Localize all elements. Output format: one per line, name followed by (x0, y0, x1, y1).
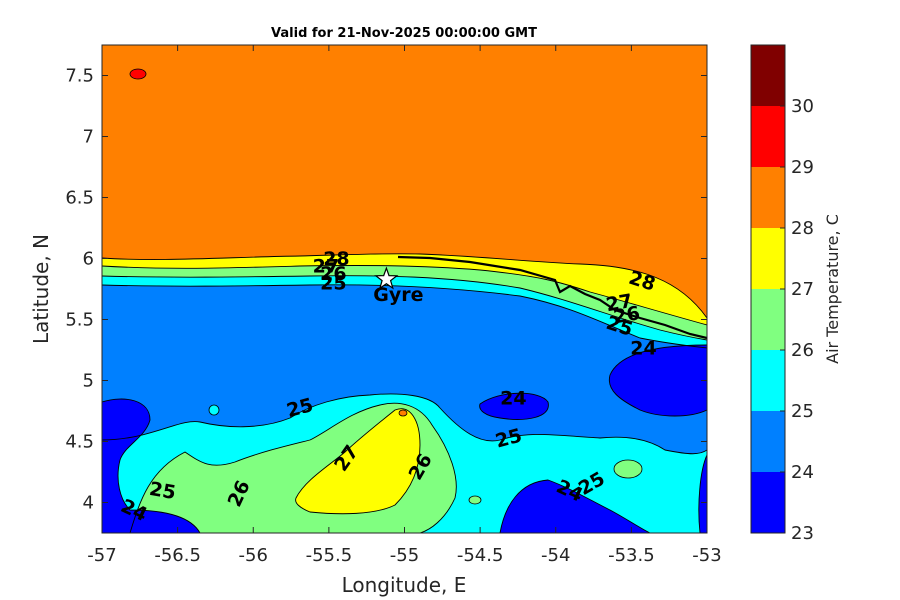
colorbar-segment (751, 228, 785, 289)
contour-field (102, 45, 707, 533)
colorbar-tick-label: 24 (791, 462, 814, 483)
colorbar-tick-label: 23 (791, 523, 814, 544)
contour-label: 28 (323, 248, 349, 270)
colorbar-tick-label: 28 (791, 218, 814, 239)
cool-pool-east (609, 345, 707, 416)
colorbar-tick-label: 25 (791, 401, 814, 422)
x-tick-label: -53 (692, 545, 721, 566)
colorbar-tick-label: 30 (791, 96, 814, 117)
contour-label: 25 (148, 478, 178, 504)
hot-spot (129, 68, 147, 80)
annotations: Gyre (373, 266, 423, 306)
y-tick-label: 7.5 (65, 66, 94, 87)
colorbar: 23 24 25 26 27 28 29 30 (750, 44, 814, 544)
small-warm-patch (613, 459, 643, 479)
contour-label: 27 (604, 290, 634, 316)
cool-pool-southwest (102, 399, 200, 533)
x-tick-label: -53.5 (608, 545, 655, 566)
x-tick-label: -54.5 (457, 545, 504, 566)
contour-label: 24 (630, 337, 656, 359)
chart-title: Valid for 21-Nov-2025 00:00:00 GMT (271, 26, 537, 41)
x-axis-label: Longitude, E (342, 573, 467, 597)
small-green-patch (468, 495, 482, 505)
colorbar-label: Air Temperature, C (823, 214, 842, 364)
x-tick-label: -55 (390, 545, 419, 566)
star-marker (374, 266, 399, 290)
cool-pool-center (479, 393, 549, 420)
x-tick-label: -56 (239, 545, 268, 566)
y-tick-label: 4 (83, 493, 94, 514)
y-tick-label: 6.5 (65, 188, 94, 209)
colorbar-segment (751, 472, 785, 533)
contour-label: 26 (612, 302, 642, 328)
x-tick-label: -54 (541, 545, 570, 566)
y-axis: 4 4.5 5 5.5 6 6.5 7 7.5 (65, 66, 707, 514)
x-axis: -57 -56.5 -56 -55.5 -55 -54.5 -54 -53.5 -53 (87, 45, 722, 566)
colorbar-tick-label: 29 (791, 157, 814, 178)
band-26-27-south (295, 408, 420, 514)
contour-label: 27 (313, 256, 339, 278)
contour-lines (102, 253, 707, 533)
y-tick-label: 5 (83, 371, 94, 392)
y-tick-label: 6 (83, 249, 94, 270)
contour-label: 26 (320, 263, 346, 285)
coastline (397, 255, 707, 340)
x-tick-label: -55.5 (306, 545, 353, 566)
colorbar-segment (751, 106, 785, 167)
colorbar-segment (751, 411, 785, 472)
colorbar-tick-label: 26 (791, 340, 814, 361)
colorbar-segment (751, 289, 785, 350)
y-tick-label: 4.5 (65, 432, 94, 453)
small-cyan-patch (208, 404, 220, 416)
y-axis-label: Latitude, N (29, 234, 53, 344)
x-tick-label: -56.5 (154, 545, 201, 566)
annotation-label: Gyre (373, 284, 423, 306)
y-tick-label: 5.5 (65, 310, 94, 331)
colorbar-tick-label: 27 (791, 279, 814, 300)
cool-pool-southeast (698, 455, 707, 533)
y-tick-label: 7 (83, 127, 94, 148)
contour-label: 24 (500, 387, 526, 409)
colorbar-segment (751, 167, 785, 228)
cool-pool-south (500, 480, 650, 533)
contour-label: 25 (320, 273, 346, 295)
colorbar-segment (751, 45, 785, 106)
warm-spot (398, 409, 408, 417)
colorbar-segment (751, 350, 785, 411)
x-tick-label: -57 (87, 545, 116, 566)
